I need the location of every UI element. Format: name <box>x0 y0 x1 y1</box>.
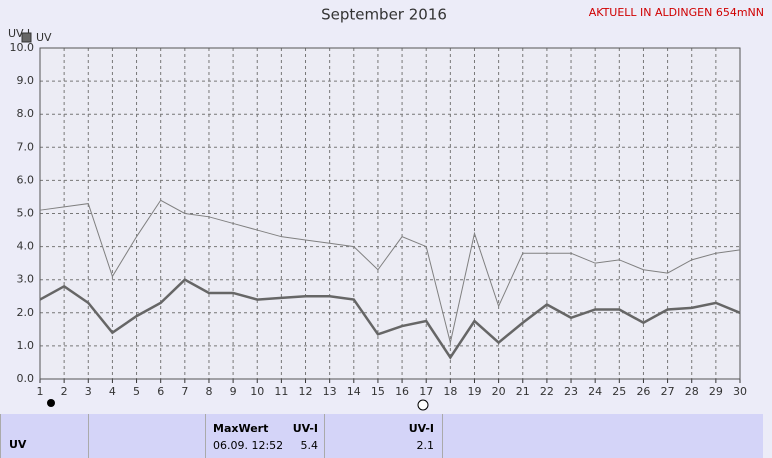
y-tick-label: 0.0 <box>17 372 35 385</box>
chart: September 2016 AKTUELL IN ALDINGEN 654mN… <box>8 6 764 411</box>
x-tick-label: 27 <box>661 385 675 398</box>
sun-icon <box>47 399 55 407</box>
max-header: MaxWert <box>213 422 269 435</box>
x-tick-label: 3 <box>85 385 92 398</box>
x-tick-label: 11 <box>274 385 288 398</box>
x-tick-label: 16 <box>395 385 409 398</box>
x-tick-label: 18 <box>443 385 457 398</box>
y-tick-label: 8.0 <box>17 107 35 120</box>
x-tick-label: 23 <box>564 385 578 398</box>
y-tick-label: 1.0 <box>17 339 35 352</box>
x-tick-label: 17 <box>419 385 433 398</box>
legend-swatch <box>21 32 32 43</box>
x-tick-label: 25 <box>612 385 626 398</box>
cell <box>88 414 205 458</box>
x-tick-label: 7 <box>181 385 188 398</box>
x-tick-label: 29 <box>709 385 723 398</box>
y-tick-label: 2.0 <box>17 306 35 319</box>
cell: UV-I 2.1 <box>324 414 442 458</box>
max-value: 5.4 <box>300 439 319 452</box>
x-tick-label: 9 <box>230 385 237 398</box>
x-tick-label: 4 <box>109 385 116 398</box>
x-tick-label: 10 <box>250 385 264 398</box>
data-line <box>39 278 741 360</box>
moon-icon <box>417 399 429 411</box>
y-tick-label: 4.0 <box>17 240 35 253</box>
cell: UV <box>0 414 88 458</box>
x-tick-label: 19 <box>467 385 481 398</box>
x-tick-label: 15 <box>371 385 385 398</box>
x-tick-label: 30 <box>733 385 747 398</box>
x-tick-label: 20 <box>492 385 506 398</box>
x-tick-label: 24 <box>588 385 602 398</box>
row-label: UV <box>9 438 27 451</box>
y-tick-label: 6.0 <box>17 173 35 186</box>
y-tick-label: 7.0 <box>17 140 35 153</box>
x-tick-label: 5 <box>133 385 140 398</box>
cell <box>442 414 763 458</box>
x-tick-label: 14 <box>347 385 361 398</box>
current-value: 2.1 <box>416 439 435 452</box>
y-tick-label: 9.0 <box>17 74 35 87</box>
x-tick-label: 26 <box>636 385 650 398</box>
max-unit: UV-I <box>292 422 318 435</box>
x-tick-label: 2 <box>61 385 68 398</box>
x-tick-label: 6 <box>157 385 164 398</box>
x-tick-label: 12 <box>299 385 313 398</box>
y-tick-label: 10.0 <box>10 41 35 54</box>
y-tick-label: 5.0 <box>17 207 35 220</box>
x-tick-label: 28 <box>685 385 699 398</box>
x-tick-label: 13 <box>323 385 337 398</box>
cell: MaxWert UV-I 06.09. 12:52 5.4 <box>205 414 324 458</box>
x-tick-label: 8 <box>205 385 212 398</box>
summary-table: UV MaxWert UV-I 06.09. 12:52 5.4 UV-I 2.… <box>0 414 763 458</box>
status-text: AKTUELL IN ALDINGEN 654mNN <box>589 6 764 19</box>
x-tick-label: 22 <box>540 385 554 398</box>
legend-label: UV <box>36 31 52 44</box>
y-tick-label: 3.0 <box>17 273 35 286</box>
x-tick-label: 1 <box>37 385 44 398</box>
plot-border <box>39 47 741 380</box>
current-unit: UV-I <box>408 422 434 435</box>
chart-title: September 2016 <box>321 6 447 24</box>
x-tick-label: 21 <box>516 385 530 398</box>
max-time: 06.09. 12:52 <box>213 439 284 452</box>
data-line <box>39 199 741 343</box>
